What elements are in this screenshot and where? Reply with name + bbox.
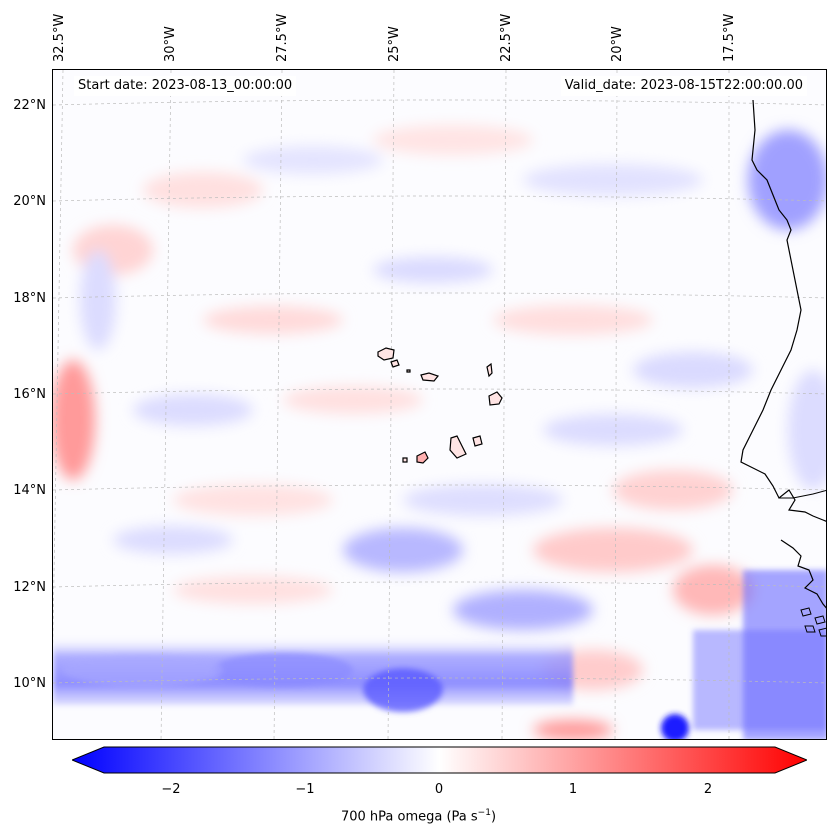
lat-label: 18°N (13, 291, 46, 306)
lon-label: 27.5°W (275, 13, 290, 62)
colorbar-label-prefix: 700 hPa omega (Pa s (340, 809, 478, 825)
colorbar (72, 746, 807, 774)
colorbar-tick-label: 1 (568, 782, 578, 797)
lon-label: 17.5°W (722, 13, 737, 62)
lat-label: 20°N (13, 194, 46, 209)
lat-label: 16°N (13, 387, 46, 402)
colorbar-tick-label: 0 (434, 782, 444, 797)
colorbar-tick-label: −2 (161, 782, 181, 797)
guinea-bissau-coastline (780, 539, 826, 609)
colorbar-label-suffix: ) (490, 809, 497, 825)
gambia-outline (779, 490, 826, 499)
graticule (53, 70, 826, 739)
bijagos-islands (800, 607, 826, 637)
lat-label: 22°N (13, 98, 46, 113)
colorbar-tick-label: 2 (703, 782, 713, 797)
southern-ascent-band (53, 570, 826, 739)
colorbar-label-exponent: −1 (477, 808, 491, 818)
lon-label: 32.5°W (52, 13, 67, 62)
cabo-verde-islands (377, 347, 503, 464)
lon-label: 20°W (610, 26, 625, 62)
lat-label: 12°N (13, 580, 46, 595)
lon-label: 30°W (163, 26, 178, 62)
west-africa-coastline (740, 99, 826, 522)
lon-label: 22.5°W (499, 13, 514, 62)
omega-field-map (53, 70, 826, 739)
lon-label: 25°W (387, 26, 402, 62)
lat-label: 14°N (13, 483, 46, 498)
map-panel (52, 69, 827, 740)
lat-label: 10°N (13, 676, 46, 691)
omega-field-patches (53, 125, 826, 739)
colorbar-label: 700 hPa omega (Pa s−1) (0, 808, 837, 824)
valid-date-label: Valid_date: 2023-08-15T22:00:00.00 (560, 76, 807, 96)
start-date-label: Start date: 2023-08-13_00:00:00 (74, 76, 297, 96)
colorbar-tick-label: −1 (295, 782, 315, 797)
